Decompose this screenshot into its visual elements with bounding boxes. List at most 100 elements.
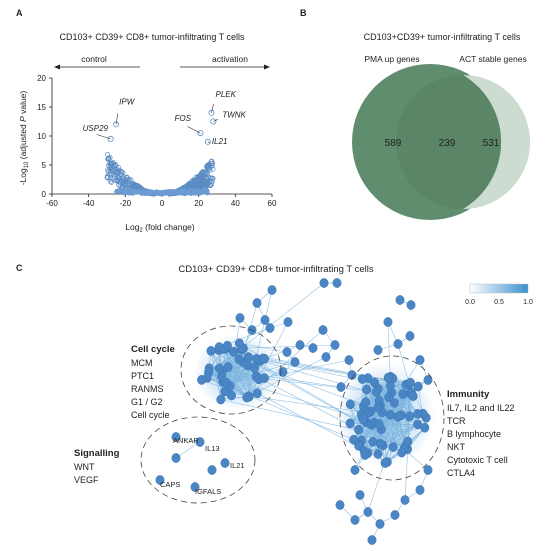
- network-node: [250, 362, 259, 373]
- y-tick-label: 0: [42, 190, 47, 199]
- network-node: [283, 317, 293, 327]
- volcano-point: [122, 176, 128, 182]
- network-node: [400, 495, 410, 505]
- network-node: [362, 384, 372, 395]
- color-scale-bar: [469, 283, 529, 294]
- x-ticks: -60 -40 -20 0 20 40 60: [46, 194, 277, 208]
- y-tick-label: 20: [37, 74, 46, 83]
- network-node: [389, 398, 399, 408]
- volcano-points: [104, 152, 216, 197]
- network-node: [375, 519, 385, 529]
- network-node: [242, 392, 252, 403]
- labeled-gene-point: [204, 138, 211, 145]
- volcano-point: [130, 182, 136, 188]
- x-tick-label: 60: [268, 199, 277, 208]
- network-node: [278, 367, 288, 377]
- network-node: [385, 380, 395, 391]
- network-node: [336, 382, 346, 392]
- gene-label: USP29: [83, 124, 109, 133]
- network-node: [423, 465, 433, 475]
- volcano-point: [135, 183, 141, 189]
- immunity-item: NKT: [447, 442, 466, 452]
- network-node: [413, 409, 423, 419]
- volcano-point: [174, 190, 180, 195]
- volcano-point: [198, 175, 204, 181]
- network-node: [258, 353, 268, 364]
- volcano-point: [204, 168, 211, 174]
- network-edge: [201, 282, 325, 381]
- gene-label: FOS: [175, 114, 192, 123]
- network-node: [227, 390, 236, 401]
- scale-tick-2: 1.0: [523, 299, 533, 306]
- x-tick-label: -20: [120, 199, 132, 208]
- network-node: [415, 355, 425, 365]
- volcano-point: [107, 166, 113, 172]
- network-node: [319, 278, 329, 288]
- network-node: [405, 331, 415, 341]
- network-node: [384, 392, 394, 403]
- network-node: [357, 374, 367, 384]
- volcano-gene-labels: IPW USP29 FOS PLEK TWNK IL21: [83, 90, 247, 146]
- network-node: [393, 411, 403, 422]
- y-axis-label: -Log10 (adjusted P value): [18, 91, 30, 186]
- immunity-cluster-outline: [339, 355, 445, 481]
- volcano-point: [159, 190, 165, 195]
- gene-label: IPW: [119, 97, 136, 106]
- network-node: [361, 397, 371, 407]
- immunity-item: Cytotoxic T cell: [447, 455, 508, 465]
- network-node: [350, 515, 360, 525]
- labeled-gene-point: [107, 135, 114, 142]
- cell-cycle-item: Cell cycle: [131, 410, 170, 420]
- network-edge: [175, 441, 201, 459]
- signalling-node: [207, 465, 217, 475]
- panel-b: B CD103+CD39+ tumor-infiltrating T cells…: [300, 8, 530, 220]
- network-node: [405, 411, 414, 422]
- gene-label: TWNK: [222, 111, 246, 120]
- signalling-heading: Signalling: [74, 448, 120, 459]
- venn-only2-count: 531: [483, 138, 500, 149]
- volcano-point: [120, 169, 126, 176]
- x-tick-label: -60: [46, 199, 58, 208]
- volcano-point: [122, 183, 128, 189]
- volcano-point: [151, 190, 157, 195]
- volcano-point: [180, 189, 185, 194]
- network-node: [222, 340, 232, 351]
- network-node: [420, 422, 430, 433]
- activation-label: activation: [212, 54, 248, 64]
- volcano-point: [123, 179, 129, 185]
- volcano-point: [187, 189, 192, 194]
- gene-leader-line: [207, 141, 210, 144]
- network-edge: [210, 350, 248, 398]
- gene-leader-line: [96, 134, 111, 140]
- cell-cycle-heading: Cell cycle: [131, 344, 175, 355]
- gene-label-caps: CAPS: [160, 480, 180, 489]
- network-node: [390, 510, 400, 520]
- network-node: [216, 394, 226, 405]
- network-node: [405, 377, 415, 388]
- network-node: [354, 424, 364, 435]
- network-edge: [256, 358, 353, 376]
- volcano-point: [204, 180, 210, 186]
- volcano-point: [118, 187, 123, 193]
- network-node: [393, 339, 403, 349]
- panel-b-letter: B: [300, 8, 307, 18]
- network-edge: [353, 427, 425, 440]
- scale-tick-1: 0.5: [494, 299, 504, 306]
- network-node: [423, 375, 433, 385]
- volcano-point: [130, 189, 136, 194]
- network-node: [367, 535, 377, 545]
- network-edge: [248, 356, 327, 397]
- network-node: [370, 377, 379, 388]
- network-node: [282, 347, 292, 357]
- immunity-item: TCR: [447, 416, 466, 426]
- network-node: [408, 391, 418, 401]
- cell-cycle-item: PTC1: [131, 371, 154, 381]
- immunity-item: CTLA4: [447, 468, 475, 478]
- network-node: [252, 388, 262, 399]
- signalling-cluster-outline: [140, 416, 256, 504]
- cell-cycle-cluster-outline: [180, 325, 282, 415]
- network-node: [243, 352, 253, 363]
- venn-overlap-region: [396, 75, 502, 209]
- network-node: [373, 449, 383, 459]
- gene-label-igfals: IGFALS: [195, 487, 221, 496]
